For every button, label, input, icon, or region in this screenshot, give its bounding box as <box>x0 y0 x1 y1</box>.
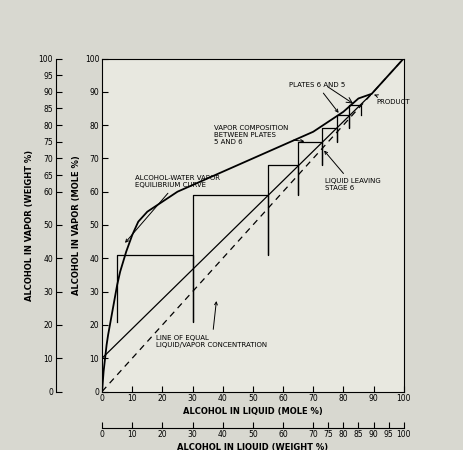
Text: LINE OF EQUAL
LIQUID/VAPOR CONCENTRATION: LINE OF EQUAL LIQUID/VAPOR CONCENTRATION <box>156 302 267 348</box>
Text: PRODUCT: PRODUCT <box>374 95 409 105</box>
Y-axis label: ALCOHOL IN VAPOR (WEIGHT %): ALCOHOL IN VAPOR (WEIGHT %) <box>25 149 34 301</box>
Text: LIQUID LEAVING
STAGE 6: LIQUID LEAVING STAGE 6 <box>324 151 380 191</box>
X-axis label: ALCOHOL IN LIQUID (WEIGHT %): ALCOHOL IN LIQUID (WEIGHT %) <box>177 443 328 450</box>
Text: PLATES 6 AND 5: PLATES 6 AND 5 <box>288 82 344 112</box>
Text: VAPOR COMPOSITION
BETWEEN PLATES
5 AND 6: VAPOR COMPOSITION BETWEEN PLATES 5 AND 6 <box>213 125 303 145</box>
Y-axis label: ALCOHOL IN VAPOR (MOLE %): ALCOHOL IN VAPOR (MOLE %) <box>71 155 81 295</box>
Text: ALCOHOL-WATER VAPOR
EQUILIBRIUM CURVE: ALCOHOL-WATER VAPOR EQUILIBRIUM CURVE <box>125 176 220 242</box>
X-axis label: ALCOHOL IN LIQUID (MOLE %): ALCOHOL IN LIQUID (MOLE %) <box>182 407 322 416</box>
